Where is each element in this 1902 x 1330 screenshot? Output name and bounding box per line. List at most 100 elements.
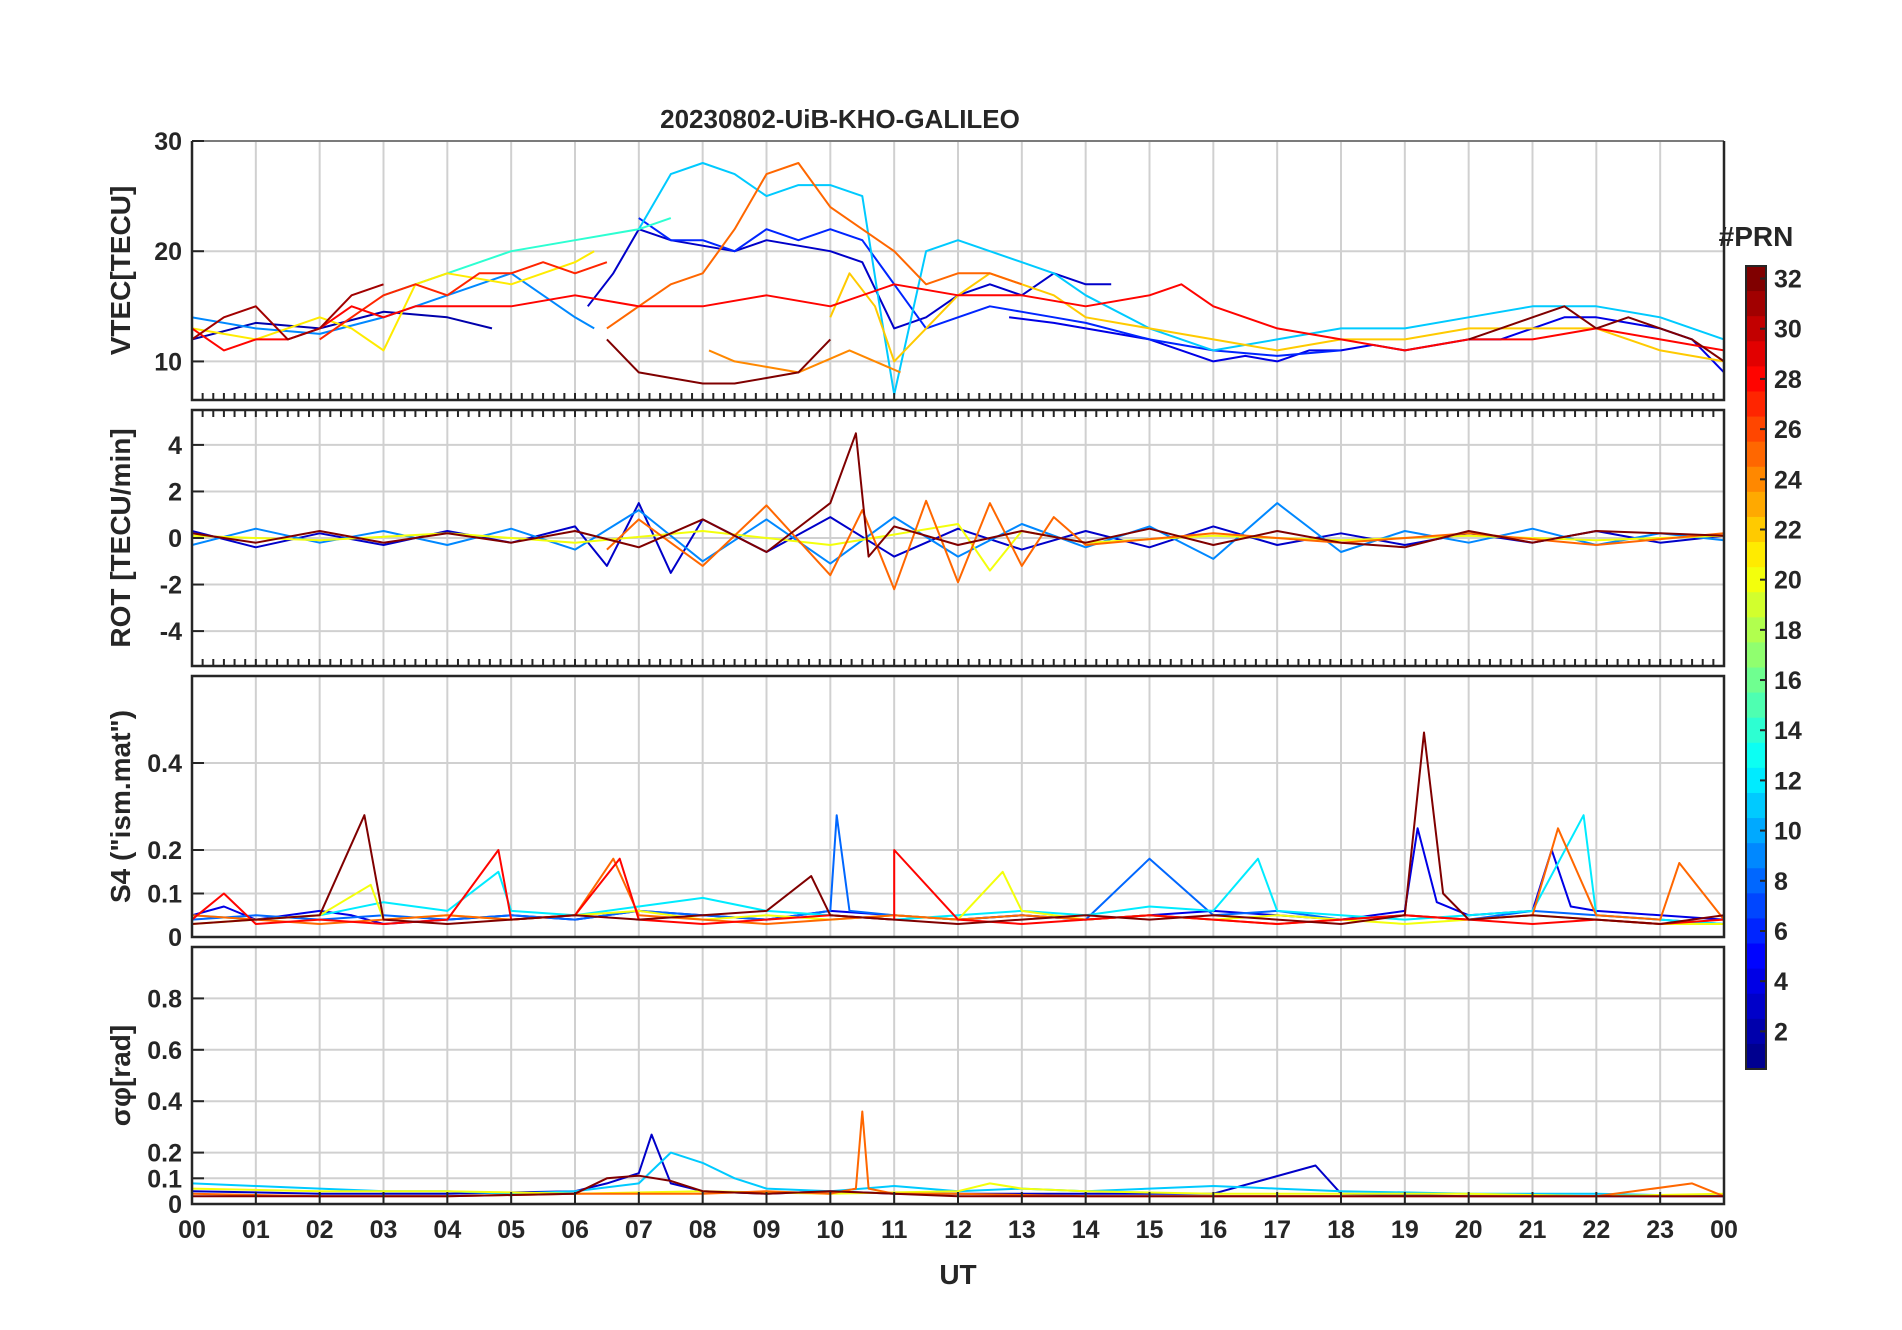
series-prn-20 [192, 1182, 1724, 1198]
colorbar-segment [1746, 416, 1766, 443]
colorbar-tick-label: 30 [1774, 316, 1802, 344]
colorbar-segment [1746, 692, 1766, 719]
colorbar-segment [1746, 993, 1766, 1020]
colorbar-segment [1746, 466, 1766, 493]
colorbar-segment [1746, 767, 1766, 794]
x-axis-title: UT [939, 1259, 976, 1290]
x-tick-label: 00 [1710, 1216, 1738, 1244]
colorbar-tick-label: 8 [1774, 868, 1788, 896]
chart-title: 20230802-UiB-KHO-GALILEO [660, 104, 1020, 134]
x-tick-label: 03 [370, 1216, 398, 1244]
colorbar-segment [1746, 592, 1766, 618]
colorbar-segment [1746, 617, 1766, 644]
y-axis-title: ROT [TECU/min] [105, 428, 136, 647]
colorbar-segment [1746, 266, 1766, 292]
series-prn-31 [192, 283, 384, 341]
x-tick-label: 23 [1646, 1216, 1674, 1244]
axes-box [190, 674, 1726, 939]
x-tick-label: 14 [1072, 1216, 1100, 1244]
colorbar-tick-label: 14 [1774, 717, 1802, 745]
colorbar-tick-label: 2 [1774, 1018, 1788, 1046]
x-tick-label: 22 [1582, 1216, 1610, 1244]
colorbar-tick-label: 28 [1774, 366, 1802, 394]
y-axis-title: S4 ("ism.mat") [105, 710, 136, 903]
x-tick-label: 00 [178, 1216, 206, 1244]
colorbar-frame [1745, 265, 1767, 1070]
colorbar-segment [1746, 291, 1766, 317]
series-prn-4 [1008, 316, 1724, 374]
y-tick-label: 0.4 [147, 750, 182, 778]
colorbar-tick-label: 22 [1774, 516, 1802, 544]
x-tick-label: 16 [1199, 1216, 1227, 1244]
colorbar-tick-label: 10 [1774, 818, 1802, 846]
colorbar-tick-label: 16 [1774, 667, 1802, 695]
series-prn-25 [606, 499, 1724, 591]
colorbar-segment [1746, 818, 1766, 844]
x-tick-label: 15 [1136, 1216, 1164, 1244]
y-tick-label: 20 [154, 238, 182, 266]
y-tick-label: 0.1 [147, 881, 182, 909]
series-prn-9 [192, 502, 1724, 565]
axes-box [190, 141, 1726, 402]
x-tick-label: 21 [1519, 1216, 1547, 1244]
colorbar-segment [1746, 918, 1766, 945]
colorbar-segment [1746, 893, 1766, 920]
colorbar-tick-label: 12 [1774, 767, 1802, 795]
colorbar-segment [1746, 1018, 1766, 1045]
panel-rot: -4 -2 0 2 4 ROT [TECU/min] [105, 408, 1726, 668]
x-tick-label: 19 [1391, 1216, 1419, 1244]
colorbar-segment [1746, 843, 1766, 869]
axes-box [190, 408, 1726, 668]
y-tick-label: 0.4 [147, 1088, 182, 1116]
y-axis-title: VTEC[TECU] [105, 186, 136, 356]
y-tick-label: 2 [168, 478, 182, 506]
colorbar-segment [1746, 717, 1766, 744]
series-prn-22 [829, 272, 1724, 363]
colorbar-tick-label: 32 [1774, 266, 1802, 294]
x-tick-label: 17 [1263, 1216, 1291, 1244]
x-tick-label: 05 [497, 1216, 525, 1244]
colorbar-segment [1746, 366, 1766, 393]
colorbar-segment [1746, 391, 1766, 418]
y-tick-label: 0.1 [147, 1165, 182, 1193]
colorbar-segment [1746, 868, 1766, 894]
colorbar-segment [1746, 642, 1766, 669]
series-prn-32 [192, 731, 1724, 925]
x-tick-label: 12 [944, 1216, 972, 1244]
y-tick-label: 4 [168, 432, 182, 460]
series-prn-28 [192, 283, 1724, 352]
series-prn-32 [1468, 305, 1724, 363]
y-axis-title: σφ[rad] [105, 1025, 136, 1126]
x-tick-label: 02 [306, 1216, 334, 1244]
colorbar-segment [1746, 1043, 1766, 1070]
series-prn-27 [319, 261, 608, 341]
colorbar-tick-label: 20 [1774, 567, 1802, 595]
panel-vtec: 10 20 30 VTEC[TECU] [105, 128, 1726, 402]
x-tick-label: 08 [689, 1216, 717, 1244]
y-tick-label: 0.6 [147, 1037, 182, 1065]
series-group [192, 731, 1724, 925]
series-prn-25 [192, 827, 1724, 925]
colorbar-tick-label: 18 [1774, 617, 1802, 645]
colorbar-segment [1746, 441, 1766, 468]
x-tick-label: 01 [242, 1216, 270, 1244]
x-tick-label: 09 [753, 1216, 781, 1244]
series-group [192, 432, 1724, 591]
series-prn-32 [192, 432, 1724, 558]
colorbar-segment [1746, 341, 1766, 367]
x-tick-label: 11 [881, 1216, 908, 1244]
series-prn-3 [587, 228, 1112, 330]
y-tick-label: 0 [168, 525, 182, 553]
y-tick-label: 30 [154, 128, 182, 156]
x-tick-label: 07 [625, 1216, 653, 1244]
y-tick-label: 0.2 [147, 837, 182, 865]
colorbar-segment [1746, 792, 1766, 819]
series-prn-11 [637, 162, 1724, 396]
colorbar-segment [1746, 542, 1766, 568]
series-group [192, 162, 1724, 396]
panel-s4: 0 0.1 0.2 0.4 S4 ("ism.mat") [105, 674, 1726, 952]
series-prn-12 [192, 814, 1724, 925]
series-prn-6 [638, 217, 1342, 357]
